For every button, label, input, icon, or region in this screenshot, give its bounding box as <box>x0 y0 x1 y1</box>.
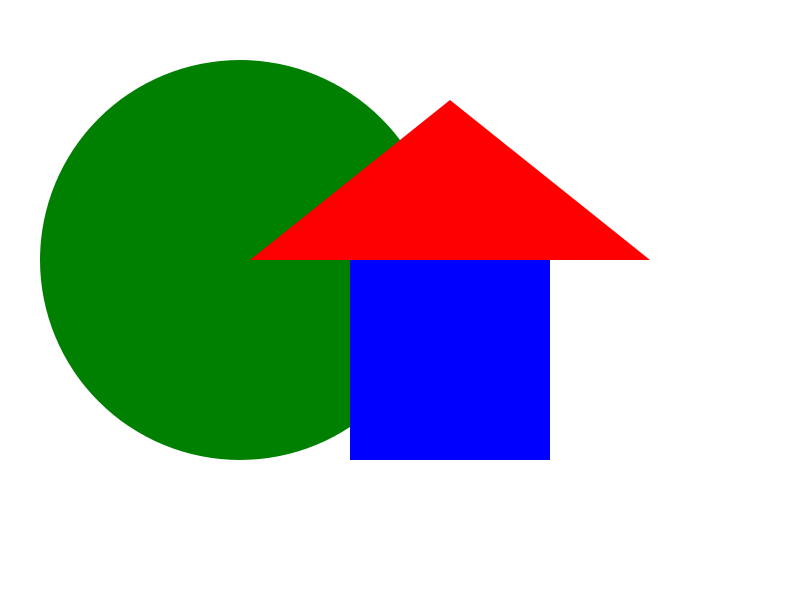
red-triangle <box>250 100 650 260</box>
blue-square <box>350 260 550 460</box>
green-circle <box>40 60 440 460</box>
